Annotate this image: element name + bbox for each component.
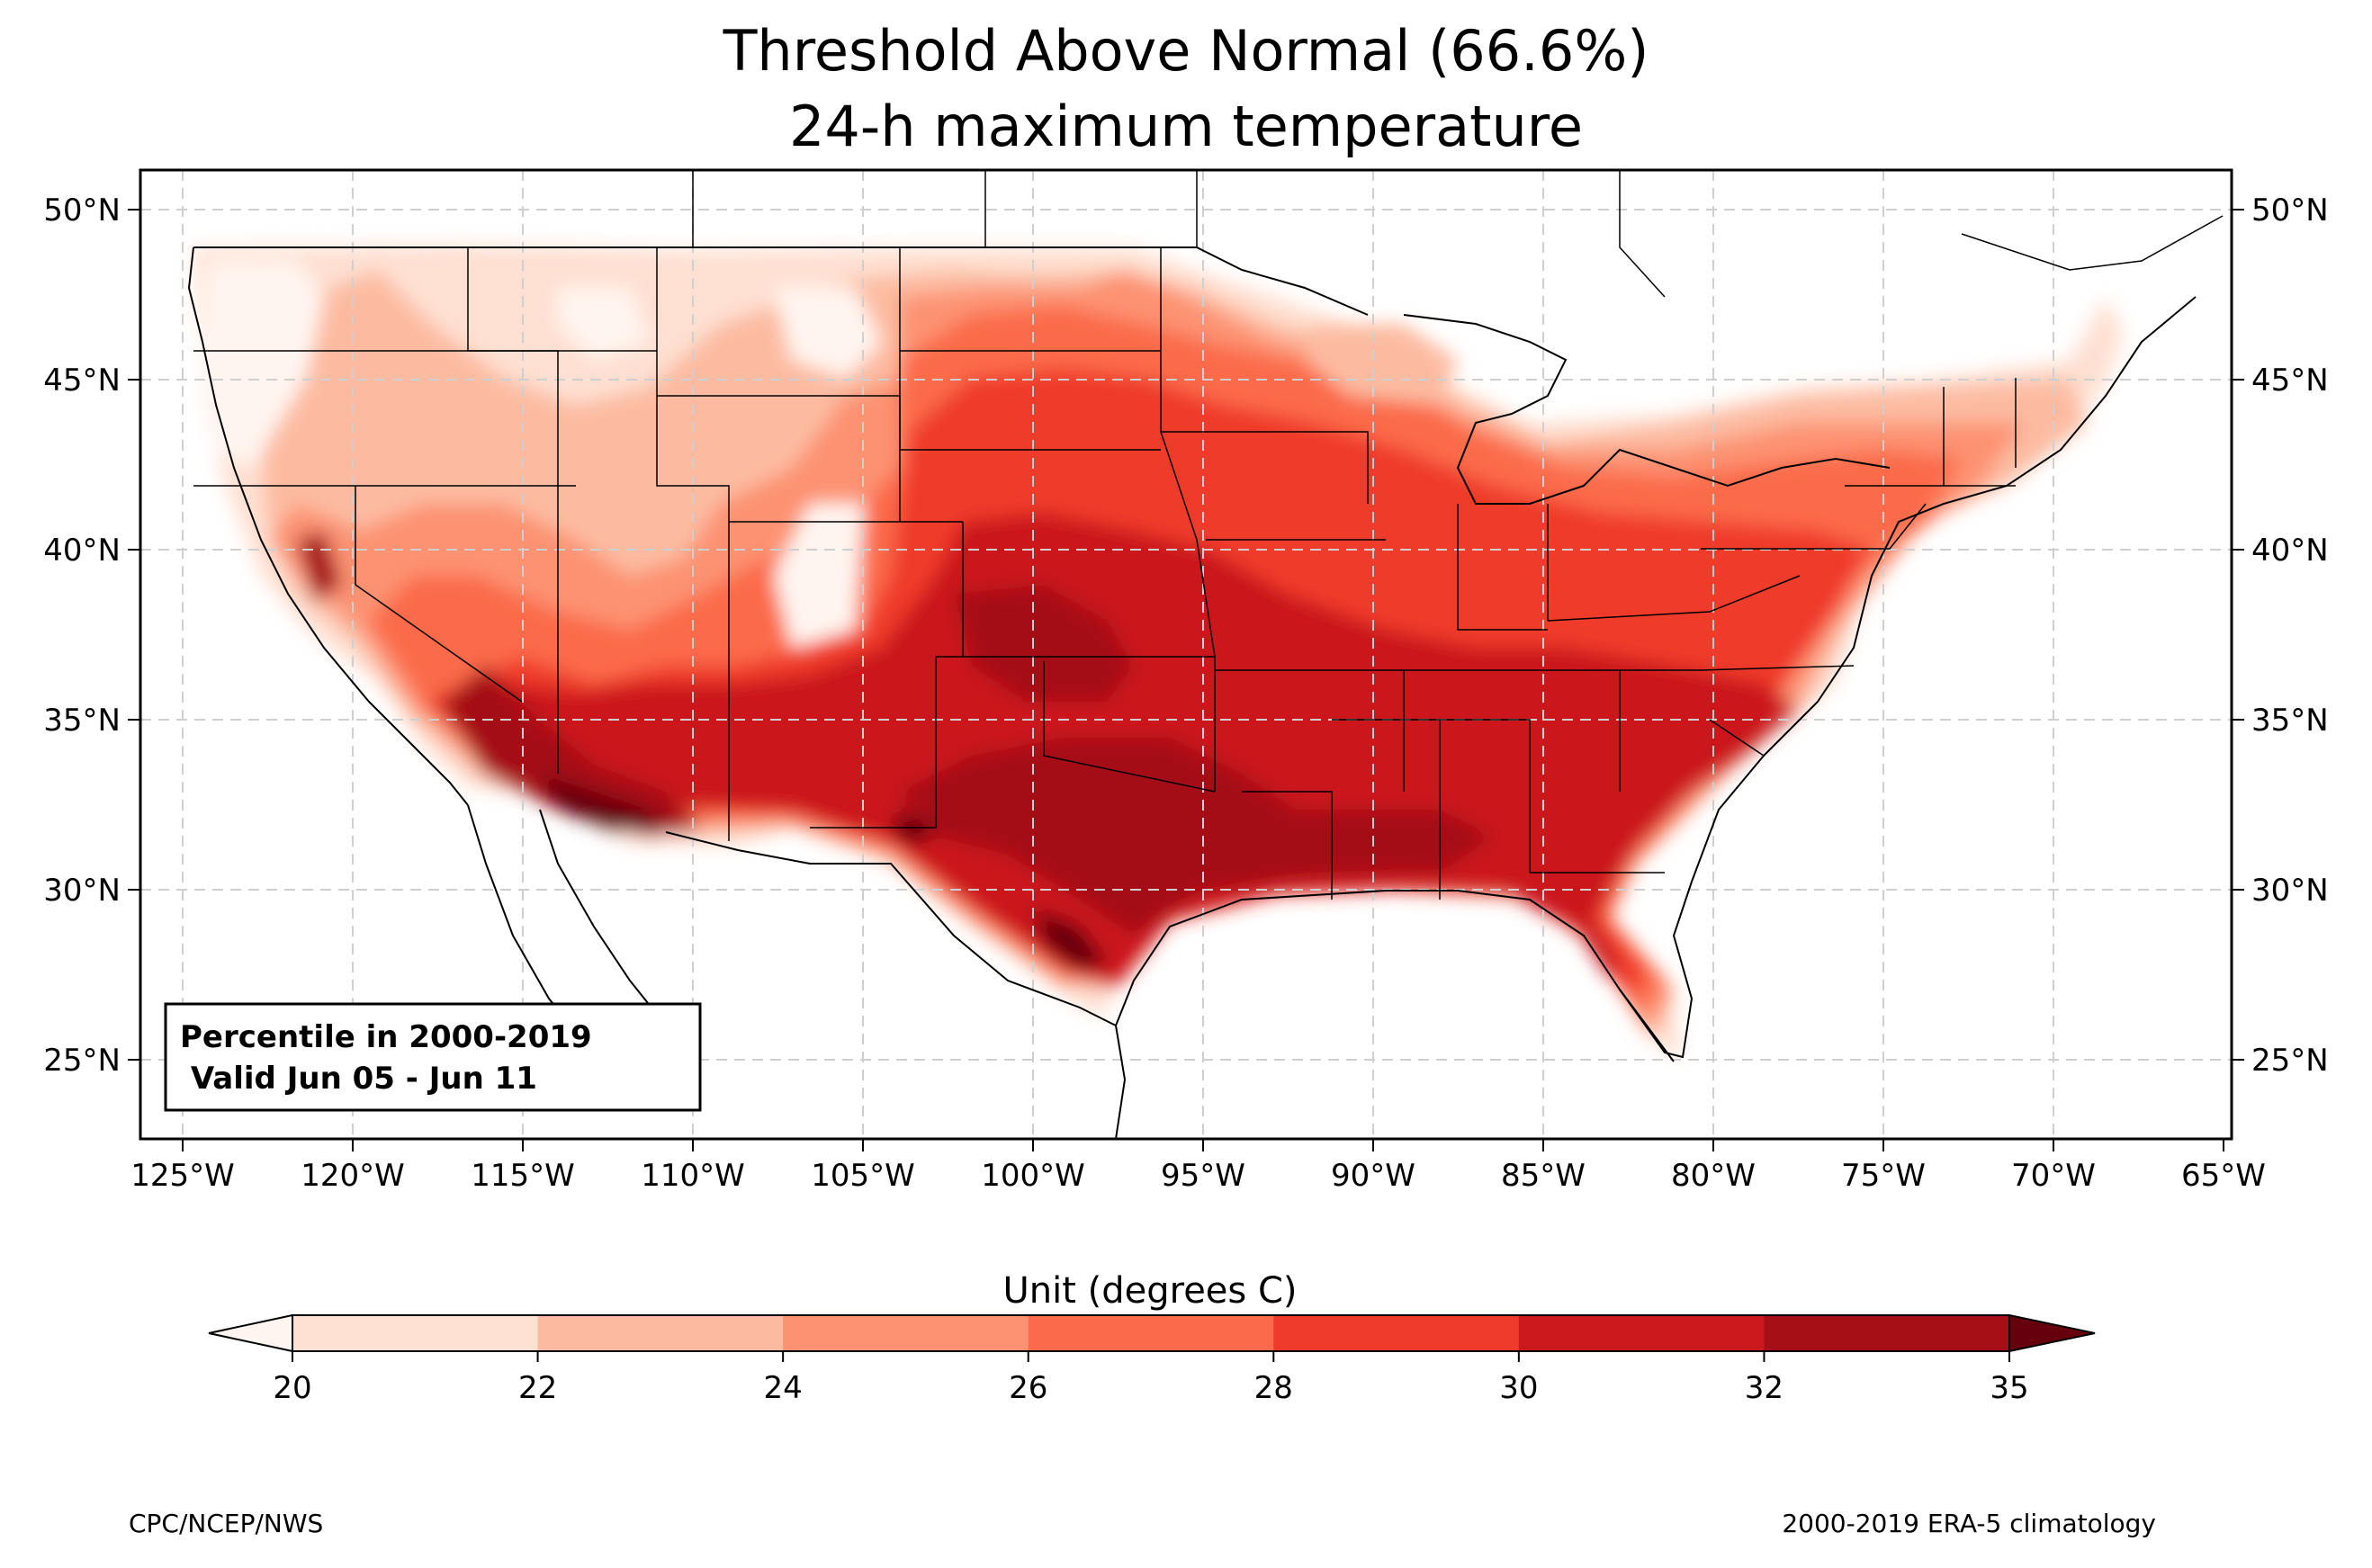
lat-tick-label: 30°N [43, 873, 121, 909]
colorbar-title: Unit (degrees C) [1002, 1270, 1297, 1312]
lon-tick-label: 65°W [2181, 1158, 2266, 1194]
colorbar-bin [1518, 1315, 1765, 1351]
colorbar-tick-label: 32 [1745, 1370, 1783, 1406]
lon-axis [182, 1139, 2224, 1151]
lon-tick-label: 120°W [301, 1158, 405, 1194]
lon-tick-label: 125°W [130, 1158, 235, 1194]
lat-tick-label: 30°N [2251, 873, 2329, 909]
info-box-line1: Percentile in 2000-2019 [180, 1019, 592, 1055]
state-borders [193, 247, 2017, 900]
lat-tick-label: 35°N [2251, 703, 2329, 739]
colorbar-bin [1764, 1315, 2010, 1351]
lat-tick-label: 45°N [43, 363, 121, 399]
lon-tick-label: 105°W [811, 1158, 915, 1194]
lon-tick-label: 70°W [2011, 1158, 2096, 1194]
colorbar-bin [1273, 1315, 1520, 1351]
colorbar-bin [537, 1315, 784, 1351]
colorbar: Unit (degrees C) 20 22 24 26 28 30 32 35 [208, 1270, 2096, 1406]
colorbar-tick-label: 20 [273, 1370, 311, 1406]
lon-tick-label: 95°W [1161, 1158, 1245, 1194]
colorbar-frame [292, 1314, 2010, 1352]
map-title-line1: Threshold Above Normal (66.6%) [723, 18, 1649, 84]
field-upper-peninsula-light [1305, 324, 1458, 405]
lat-tick-label: 50°N [43, 193, 121, 228]
info-box: Percentile in 2000-2019 Valid Jun 05 - J… [164, 1002, 702, 1112]
colorbar-tick-label: 28 [1254, 1370, 1293, 1406]
lon-tick-labels: 125°W 120°W 115°W 110°W 105°W 100°W 95°W… [130, 1158, 2266, 1194]
field-lowland-light [202, 261, 882, 648]
map-title-line2: 24-h maximum temperature [789, 94, 1583, 159]
lon-tick-label: 115°W [471, 1158, 575, 1194]
lat-tick-labels-right: 50°N 45°N 40°N 35°N 30°N 25°N [2251, 193, 2329, 1079]
lon-tick-label: 90°W [1331, 1158, 1415, 1194]
map-frame [139, 168, 2233, 1141]
colorbar-tick-label: 26 [1009, 1370, 1047, 1406]
map-panel [140, 170, 2232, 1139]
lat-axis-left [128, 209, 140, 1061]
lat-tick-label: 25°N [2251, 1043, 2329, 1079]
colorbar-tick-label: 22 [518, 1370, 557, 1406]
lon-tick-label: 100°W [981, 1158, 1085, 1194]
lat-tick-label: 45°N [2251, 363, 2329, 399]
colorbar-tick-label: 30 [1499, 1370, 1538, 1406]
lat-tick-label: 40°N [2251, 533, 2329, 569]
footer-credit: CPC/NCEP/NWS [129, 1509, 323, 1538]
colorbar-bin [292, 1315, 539, 1351]
lat-axis-right [2232, 209, 2244, 1061]
colorbar-tick-label: 35 [1990, 1370, 2028, 1406]
colorbar-bin [1028, 1315, 1274, 1351]
info-box-line2: Valid Jun 05 - Jun 11 [180, 1061, 537, 1097]
lat-tick-label: 50°N [2251, 193, 2329, 228]
lat-tick-labels-left: 50°N 45°N 40°N 35°N 30°N 25°N [43, 193, 121, 1079]
colorbar-tick-label: 24 [764, 1370, 803, 1406]
lat-tick-label: 40°N [43, 533, 121, 569]
field-layer-above-35 [540, 774, 1107, 972]
canada-borders [692, 170, 2224, 298]
field-layer-32-35 [297, 531, 1494, 936]
lon-tick-label: 85°W [1501, 1158, 1586, 1194]
lon-tick-label: 80°W [1671, 1158, 1756, 1194]
colorbar-under-triangle [208, 1313, 293, 1353]
lat-tick-label: 35°N [43, 703, 121, 739]
lat-tick-label: 25°N [43, 1043, 121, 1079]
footer-climatology: 2000-2019 ERA-5 climatology [1782, 1509, 2156, 1538]
colorbar-over-triangle [2008, 1313, 2096, 1353]
lon-tick-label: 75°W [1841, 1158, 1926, 1194]
colorbar-bin [783, 1315, 1029, 1351]
lon-tick-label: 110°W [641, 1158, 745, 1194]
